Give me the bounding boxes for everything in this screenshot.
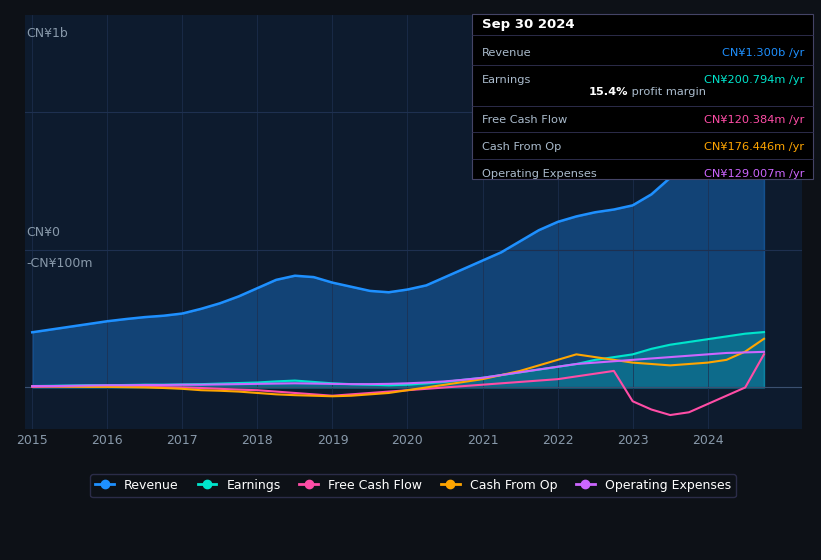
Text: profit margin: profit margin bbox=[628, 87, 706, 97]
Text: -CN¥100m: -CN¥100m bbox=[26, 257, 93, 270]
Text: Free Cash Flow: Free Cash Flow bbox=[482, 115, 567, 125]
Text: CN¥129.007m /yr: CN¥129.007m /yr bbox=[704, 169, 805, 179]
Text: CN¥176.446m /yr: CN¥176.446m /yr bbox=[704, 142, 805, 152]
Text: CN¥1.300b /yr: CN¥1.300b /yr bbox=[722, 48, 805, 58]
Text: CN¥1b: CN¥1b bbox=[26, 27, 68, 40]
Text: CN¥200.794m /yr: CN¥200.794m /yr bbox=[704, 75, 805, 85]
Text: CN¥120.384m /yr: CN¥120.384m /yr bbox=[704, 115, 805, 125]
Text: Sep 30 2024: Sep 30 2024 bbox=[482, 18, 575, 31]
Text: CN¥0: CN¥0 bbox=[26, 226, 60, 239]
Legend: Revenue, Earnings, Free Cash Flow, Cash From Op, Operating Expenses: Revenue, Earnings, Free Cash Flow, Cash … bbox=[90, 474, 736, 497]
Text: Earnings: Earnings bbox=[482, 75, 531, 85]
Text: Operating Expenses: Operating Expenses bbox=[482, 169, 597, 179]
Text: Revenue: Revenue bbox=[482, 48, 531, 58]
Text: 15.4%: 15.4% bbox=[589, 87, 628, 97]
Text: Cash From Op: Cash From Op bbox=[482, 142, 562, 152]
